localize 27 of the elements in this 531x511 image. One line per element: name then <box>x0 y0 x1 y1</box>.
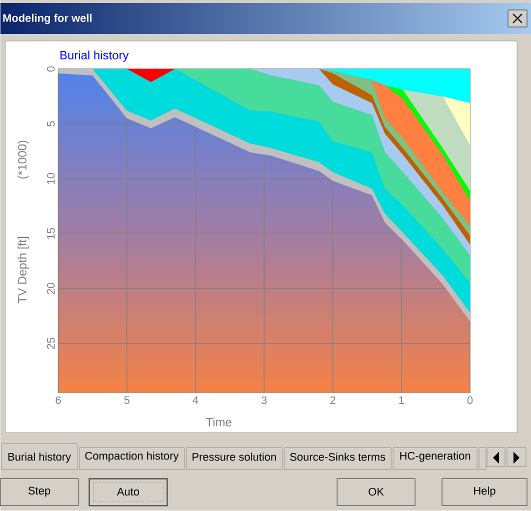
x-tick-label: 3 <box>262 396 267 404</box>
x-axis-title: Time <box>206 418 232 426</box>
y-tick-label: 20 <box>46 282 55 294</box>
x-tick-label: 6 <box>56 396 61 404</box>
x-tick-label: 5 <box>124 396 130 404</box>
chart-title: Burial history <box>60 50 129 62</box>
text: Burial history <box>8 452 72 463</box>
text: HC-generation <box>400 452 470 462</box>
x-tick-label: 1 <box>399 396 404 404</box>
text: OK <box>368 488 384 496</box>
text: (*1000) <box>18 140 29 179</box>
y-tick-label: 0 <box>46 66 55 72</box>
text: Step <box>28 486 50 497</box>
x-tick-label: 2 <box>330 396 336 404</box>
x-tick-label: 0 <box>467 396 473 404</box>
y-tick-label: 25 <box>46 338 55 350</box>
text: Help <box>474 486 496 497</box>
text: Auto <box>116 488 140 496</box>
y-tick-label: 5 <box>47 121 55 127</box>
y-tick-label: 15 <box>47 228 55 240</box>
y-axis-title: TV Depth [ft] <box>18 237 29 304</box>
text: Modeling for well <box>3 14 92 24</box>
x-tick-label: 4 <box>192 396 198 404</box>
source-note: Source-Sinks terms <box>290 452 386 461</box>
text: Compaction history <box>85 452 179 462</box>
y-tick-label: 10 <box>46 173 55 184</box>
text: Pressure solution <box>192 452 276 461</box>
